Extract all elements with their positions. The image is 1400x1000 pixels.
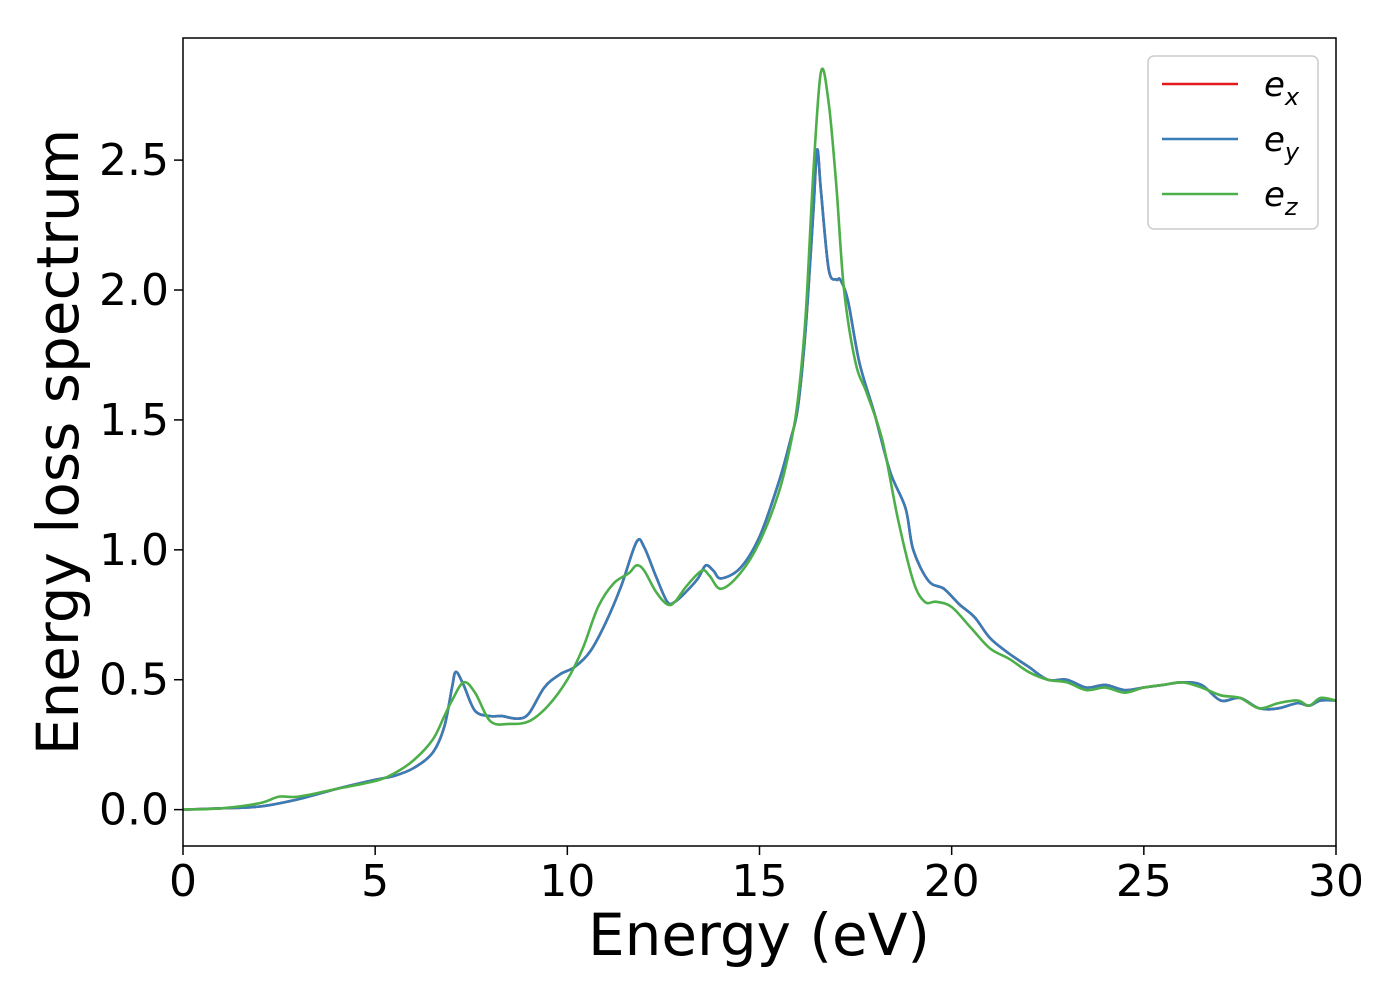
x-tick-label: 5 [361, 856, 389, 907]
y-tick-label: 1.5 [99, 395, 169, 446]
x-tick-label: 30 [1308, 856, 1364, 907]
legend-box [1147, 55, 1319, 230]
legend: ex ey ez [1147, 55, 1319, 230]
x-tick-label: 0 [169, 856, 197, 907]
y-tick-label: 1.0 [99, 525, 169, 576]
y-tick-label: 2.5 [99, 135, 169, 186]
x-axis-ticks: 0 5 10 15 20 25 30 [169, 846, 1364, 907]
y-tick-label: 0.5 [99, 655, 169, 706]
y-axis-ticks: 0.0 0.5 1.0 1.5 2.0 2.5 [99, 135, 183, 836]
x-tick-label: 15 [732, 856, 788, 907]
series-layer [183, 67, 1336, 811]
legend-label-y: ey [1264, 120, 1300, 166]
series-line-z [183, 67, 1336, 811]
x-axis-title: Energy (eV) [588, 901, 930, 969]
x-tick-label: 25 [1116, 856, 1172, 907]
y-tick-label: 0.0 [99, 785, 169, 836]
x-tick-label: 10 [539, 856, 595, 907]
y-axis-title: Energy loss spectrum [24, 129, 92, 755]
legend-label-z: ez [1264, 175, 1299, 221]
legend-label-x: ex [1264, 65, 1300, 111]
y-tick-label: 2.0 [99, 265, 169, 316]
x-tick-label: 20 [924, 856, 980, 907]
